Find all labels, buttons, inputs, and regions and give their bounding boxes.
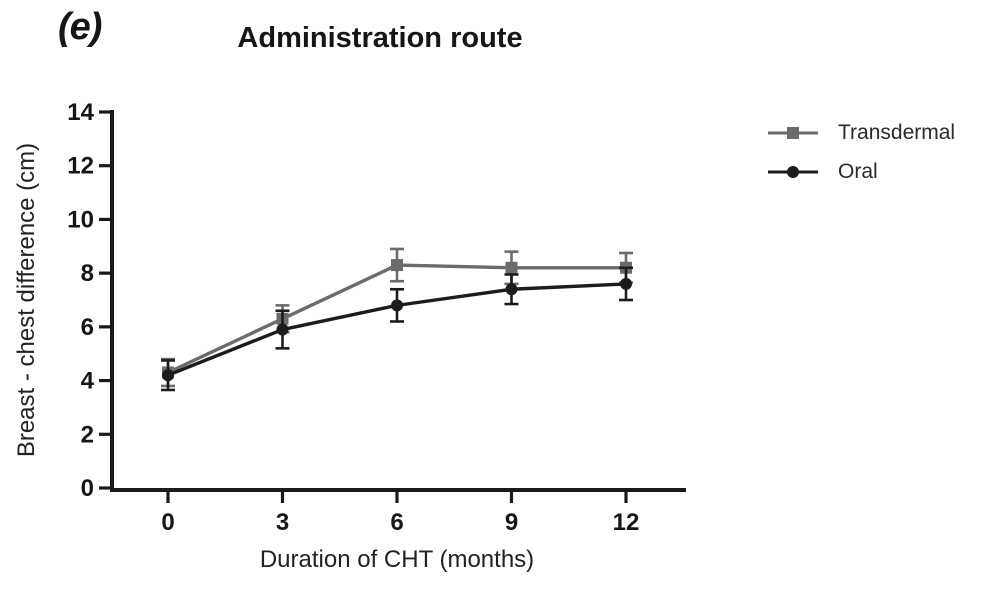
- y-axis-title: Breast - chest difference (cm): [13, 143, 40, 457]
- x-tick-label: 0: [161, 509, 174, 536]
- y-tick-label: 4: [81, 368, 95, 395]
- legend-item-oral: Oral: [768, 157, 955, 187]
- y-tick-label: 12: [67, 153, 94, 180]
- oral-circle-marker-icon: [768, 164, 818, 180]
- legend-label-transdermal: Transdermal: [838, 121, 956, 144]
- y-tick-label: 10: [67, 206, 94, 233]
- square-marker: [391, 259, 403, 272]
- x-tick-label: 9: [505, 509, 518, 536]
- chart-legend: Transdermal Oral: [768, 118, 955, 196]
- x-tick-label: 3: [276, 509, 289, 536]
- y-tick-label: 2: [81, 421, 94, 448]
- series-oral: [161, 266, 633, 392]
- square-marker: [505, 261, 518, 274]
- circle-marker: [505, 283, 518, 296]
- x-tick-label: 6: [390, 509, 403, 536]
- x-axis-title: Duration of CHT (months): [260, 546, 534, 573]
- y-tick-label: 6: [81, 314, 94, 341]
- y-tick-label: 8: [81, 260, 94, 287]
- panel-letter-label: (e): [58, 6, 102, 48]
- y-tick-label: 0: [81, 475, 94, 502]
- circle-marker: [391, 299, 403, 312]
- transdermal-square-marker-icon: [768, 125, 818, 141]
- legend-label-oral: Oral: [838, 160, 878, 183]
- circle-marker: [162, 369, 174, 382]
- circle-marker: [276, 323, 289, 336]
- y-tick-label: 14: [67, 99, 94, 126]
- axes: 0 2 4 6 8 10 12 14 0 3 6 9 12: [67, 99, 686, 536]
- legend-item-transdermal: Transdermal: [768, 118, 955, 148]
- x-tick-label: 12: [613, 509, 640, 536]
- circle-marker: [620, 277, 632, 290]
- chart-title: Administration route: [237, 22, 523, 54]
